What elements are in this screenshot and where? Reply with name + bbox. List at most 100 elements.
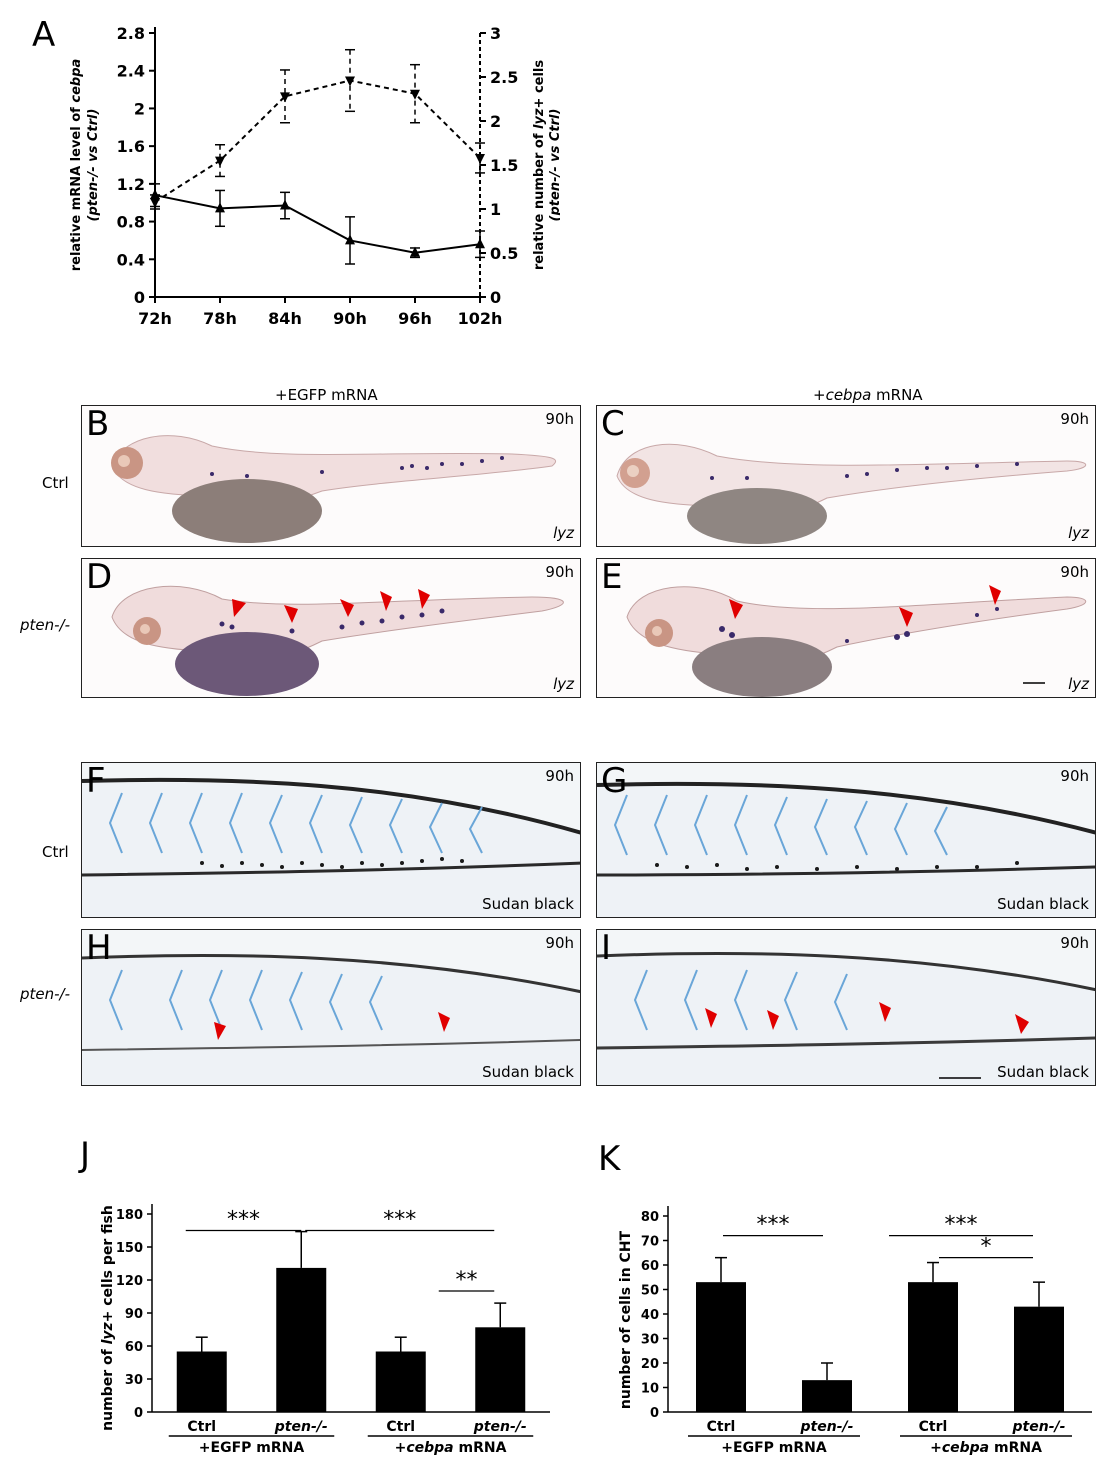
- significance-label: ***: [945, 1213, 978, 1238]
- left-axis-label-2: (pten-/- vs Ctrl): [86, 109, 101, 222]
- stain-label-h: Sudan black: [482, 1063, 574, 1081]
- line-chart-a: 0 0.4 0.8 1.2 1.6 2 2.4 2.8 0 0.5 1 1.5 2 2.5 3 72h 78h 8…: [69, 24, 560, 328]
- bar: [375, 1351, 426, 1412]
- right-axis-label-2: (pten-/- vs Ctrl): [548, 109, 560, 222]
- significance-label: **: [456, 1268, 478, 1293]
- y-axis-label: number of lyz+ cells per fish: [100, 1205, 116, 1431]
- bar: [276, 1267, 327, 1412]
- left-tick-label: 1.2: [117, 175, 145, 194]
- y-tick-label: 70: [641, 1235, 659, 1250]
- row-label-ctrl-2: Ctrl: [42, 843, 69, 861]
- y-tick-label: 40: [641, 1308, 659, 1323]
- right-tick-label: 2: [490, 112, 501, 131]
- group-label: +cebpa mRNA: [395, 1440, 507, 1456]
- tail-image-f: [82, 777, 580, 917]
- bar: [802, 1380, 852, 1412]
- stain-label-c: lyz: [1068, 524, 1089, 542]
- left-tick-label: 1.6: [117, 137, 145, 156]
- group-label: +EGFP mRNA: [721, 1440, 827, 1456]
- timepoint-c: 90h: [1060, 410, 1089, 428]
- timepoint-f: 90h: [545, 767, 574, 785]
- category-label: Ctrl: [919, 1419, 948, 1435]
- y-tick-label: 60: [641, 1259, 659, 1274]
- stain-label-e: lyz: [1068, 675, 1089, 693]
- x-tick-label: 90h: [333, 309, 367, 328]
- panel-label-c: C: [601, 405, 625, 444]
- column-header-cebpa: +cebpa mRNA: [813, 386, 923, 404]
- data-point: [475, 153, 485, 164]
- image-panel-f: F 90h Sudan black: [81, 762, 581, 918]
- timepoint-d: 90h: [545, 563, 574, 581]
- category-label: Ctrl: [707, 1419, 736, 1435]
- row-label-pten-2: pten-/-: [20, 985, 71, 1003]
- left-tick-label: 0.4: [117, 250, 145, 269]
- data-point: [215, 156, 225, 167]
- panel-label-i: I: [601, 929, 612, 968]
- row-label-pten-1: pten-/-: [20, 616, 71, 634]
- bar: [176, 1351, 227, 1412]
- left-tick-label: 2.4: [117, 62, 145, 81]
- x-tick-label: 84h: [268, 309, 302, 328]
- category-label: Ctrl: [187, 1419, 216, 1435]
- left-tick-label: 2.8: [117, 24, 145, 43]
- image-panel-c: C 90h lyz: [596, 405, 1096, 547]
- panel-label-k: K: [598, 1139, 621, 1179]
- bar-chart-j: 0 30 60 90 120 150 180 Ctrl pten-/- Ctrl pten-/- +E…: [100, 1204, 550, 1456]
- significance-label: ***: [757, 1213, 790, 1238]
- tail-image-i: [597, 951, 1095, 1085]
- y-tick-label: 120: [116, 1274, 143, 1289]
- image-panel-e: E 90h lyz: [596, 558, 1096, 698]
- left-tick-label: 0.8: [117, 213, 145, 232]
- stain-label-g: Sudan black: [997, 895, 1089, 913]
- column-header-cebpa-gene: +cebpa: [813, 386, 872, 404]
- data-point: [215, 202, 225, 213]
- significance-label: *: [981, 1235, 992, 1260]
- column-header-egfp: +EGFP mRNA: [275, 386, 378, 404]
- panel-label-b: B: [86, 405, 110, 444]
- x-tick-label: 96h: [398, 309, 432, 328]
- y-tick-label: 60: [125, 1340, 143, 1355]
- left-axis-label: relative mRNA level of cebpa: [69, 59, 84, 272]
- image-panel-d: D 90h lyz: [81, 558, 581, 698]
- x-tick-label: 72h: [138, 309, 172, 328]
- image-panel-g: G 90h Sudan black: [596, 762, 1096, 918]
- column-header-cebpa-rest: mRNA: [871, 386, 923, 404]
- y-tick-label: 180: [116, 1208, 143, 1223]
- tail-image-g: [597, 781, 1095, 917]
- bar: [696, 1282, 746, 1412]
- data-point: [280, 92, 290, 103]
- y-tick-label: 30: [125, 1373, 143, 1388]
- timepoint-e: 90h: [1060, 563, 1089, 581]
- y-tick-label: 150: [116, 1241, 143, 1256]
- data-point: [150, 197, 160, 208]
- right-tick-label: 1: [490, 200, 501, 219]
- x-tick-label: 102h: [458, 309, 503, 328]
- panel-label-j: J: [80, 1135, 91, 1175]
- tail-image-h: [82, 953, 580, 1085]
- bar-chart-k: 0 10 20 30 40 50 60 70 80 Ctrl pten-/- Ctrl pten-/- +…: [618, 1206, 1092, 1456]
- category-label: pten-/-: [800, 1419, 854, 1435]
- category-label: pten-/-: [473, 1419, 527, 1435]
- data-point: [345, 234, 355, 245]
- right-tick-label: 2.5: [490, 68, 518, 87]
- right-tick-label: 0: [490, 288, 501, 307]
- image-panel-b: B 90h lyz: [81, 405, 581, 547]
- x-tick-label: 78h: [203, 309, 237, 328]
- series-line-0: [154, 194, 481, 254]
- y-axis-label: number of cells in CHT: [618, 1230, 634, 1409]
- y-tick-label: 90: [125, 1307, 143, 1322]
- stain-label-d: lyz: [553, 675, 574, 693]
- group-label: +cebpa mRNA: [930, 1440, 1042, 1456]
- timepoint-i: 90h: [1060, 934, 1089, 952]
- bar: [908, 1282, 958, 1412]
- data-point: [410, 89, 420, 100]
- left-tick-label: 0: [134, 288, 145, 307]
- significance-label: ***: [383, 1208, 416, 1233]
- right-tick-label: 0.5: [490, 244, 518, 263]
- y-tick-label: 0: [650, 1406, 659, 1421]
- stain-label-f: Sudan black: [482, 895, 574, 913]
- y-tick-label: 10: [641, 1382, 659, 1397]
- image-panel-i: I 90h Sudan black: [596, 929, 1096, 1086]
- y-tick-label: 0: [134, 1406, 143, 1421]
- image-panel-h: H 90h Sudan black: [81, 929, 581, 1086]
